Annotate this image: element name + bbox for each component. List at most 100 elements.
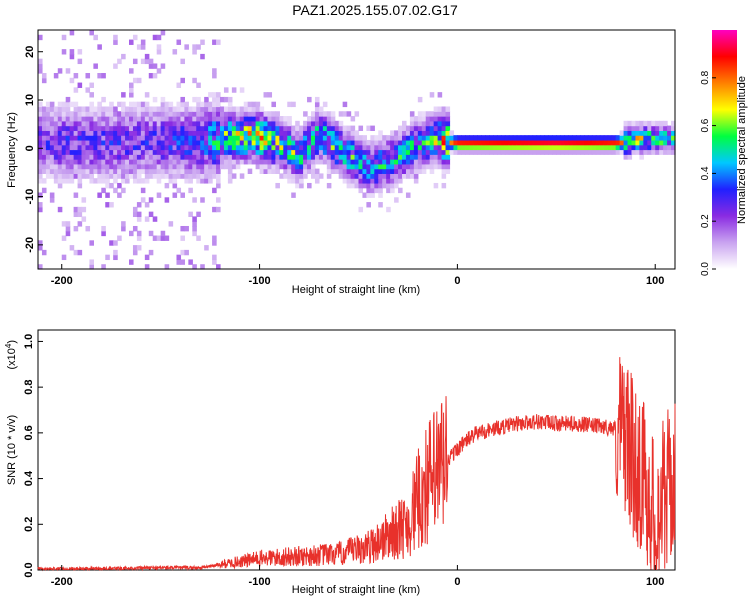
spectrogram-cell — [73, 168, 79, 174]
spectrogram-cell — [105, 178, 110, 184]
spectrogram-cell — [180, 125, 185, 131]
spectrogram-cell — [595, 135, 601, 141]
spectrogram-cell — [49, 101, 55, 108]
spectrogram-cell — [235, 116, 241, 122]
spectrogram-cell — [164, 106, 170, 112]
spectrogram-cell — [342, 163, 348, 170]
spectrogram-cell — [603, 149, 609, 155]
spectrogram-cell — [220, 135, 225, 141]
spectrogram-cell — [402, 144, 407, 151]
spectrogram-cell — [417, 125, 423, 131]
spectrogram-cell — [184, 101, 189, 108]
spectrogram-cell — [204, 159, 209, 165]
spectrogram-cell — [168, 159, 174, 165]
spectrogram-cell — [394, 139, 399, 146]
spectrogram-cell — [38, 178, 43, 184]
spectrogram-cell — [465, 144, 470, 151]
spectrogram-cell — [247, 116, 253, 122]
spectrogram-cell — [113, 154, 118, 160]
spectrogram-cell — [259, 163, 265, 170]
spectrogram-cell — [200, 139, 205, 146]
spectrogram-cell — [311, 135, 316, 141]
spectrogram-cell — [172, 178, 178, 184]
spectrogram-cell — [172, 125, 178, 131]
spectrogram-cell — [144, 163, 150, 170]
spectrogram-cell — [655, 135, 660, 141]
spectrogram-cell — [611, 135, 617, 141]
spectrogram-x-ticks: -200 -100 0 100 — [51, 264, 664, 287]
spectrogram-cell — [311, 125, 316, 131]
spectrogram-cell — [89, 130, 94, 136]
spectrogram-cell — [267, 125, 273, 131]
spectrogram-cell — [445, 144, 451, 151]
spectrogram-cell — [57, 135, 63, 141]
spectrogram-cell — [338, 120, 344, 127]
spectrogram-cell — [212, 135, 217, 141]
spectrogram-cell — [489, 139, 494, 146]
spectrogram-cell — [77, 130, 83, 136]
spectrogram-cell — [417, 120, 423, 127]
spectrogram-cell — [409, 149, 415, 155]
spectrogram-cell — [192, 163, 197, 170]
spectrogram-cell — [81, 139, 87, 146]
spectrogram-cell — [49, 120, 55, 127]
spectrogram-cell — [307, 116, 312, 122]
spectrogram-cell — [41, 149, 47, 155]
spectrogram-cell — [564, 139, 569, 146]
spectrogram-cell — [85, 73, 91, 79]
spectrogram-cell — [441, 144, 447, 151]
spectrogram-cell — [93, 154, 98, 160]
spectrogram-cell — [136, 202, 142, 208]
spectrogram-cell — [172, 139, 178, 146]
spectrogram-cell — [659, 120, 664, 127]
spectrogram-cell — [101, 135, 106, 141]
spectrogram-cell — [429, 116, 435, 122]
spectrogram-cell — [326, 111, 332, 117]
spectrogram-cell — [176, 163, 182, 170]
spectrogram-cell — [77, 178, 83, 184]
spectrogram-cell — [311, 120, 316, 127]
spectrogram-cell — [287, 135, 292, 141]
spectrogram-cell — [77, 82, 83, 88]
spectrogram-cell — [536, 135, 542, 141]
spectrogram-cell — [643, 139, 648, 146]
spectrogram-cell — [89, 163, 94, 170]
spectrogram-cell — [164, 163, 170, 170]
spectrogram-cell — [180, 259, 185, 265]
spectrogram-cell — [65, 130, 71, 136]
spectrogram-cell — [568, 139, 573, 146]
spectrogram-cell — [631, 120, 637, 127]
spectrogram-cell — [659, 130, 664, 136]
spectrogram-cell — [196, 106, 201, 112]
spectrogram-cell — [73, 225, 79, 232]
spectrogram-cell — [346, 135, 352, 141]
spectrogram-cell — [89, 125, 94, 131]
spectrogram-cell — [121, 92, 126, 98]
spectrogram-cell — [105, 168, 110, 174]
spectrogram-cell — [394, 197, 399, 203]
spectrogram-cell — [53, 178, 59, 184]
spectrogram-cell — [180, 130, 185, 136]
spectrogram-cell — [366, 192, 371, 198]
spectrogram-cell — [144, 92, 150, 98]
spectrogram-cell — [287, 173, 292, 179]
spectrogram-cell — [580, 139, 585, 146]
spectrogram-cell — [227, 101, 233, 108]
spectrogram-cell — [453, 135, 458, 141]
spectrogram-cell — [449, 149, 455, 155]
spectrogram-cell — [639, 139, 644, 146]
spectrogram-cell — [350, 125, 356, 131]
spectrogram-cell — [326, 135, 332, 141]
spectrogram-cell — [374, 154, 379, 160]
spectrogram-cell — [239, 173, 245, 179]
spectrogram-cell — [354, 159, 360, 165]
spectrogram-cell — [235, 163, 241, 170]
spectrogram-cell — [121, 139, 126, 146]
spectrogram-cell — [358, 168, 364, 174]
spectrogram-cell — [49, 154, 55, 160]
spectrogram-cell — [216, 125, 221, 131]
spectrogram-cell — [109, 106, 114, 112]
spectrogram-cell — [41, 139, 47, 146]
spectrogram-cell — [156, 163, 162, 170]
spectrogram-cell — [160, 116, 166, 122]
